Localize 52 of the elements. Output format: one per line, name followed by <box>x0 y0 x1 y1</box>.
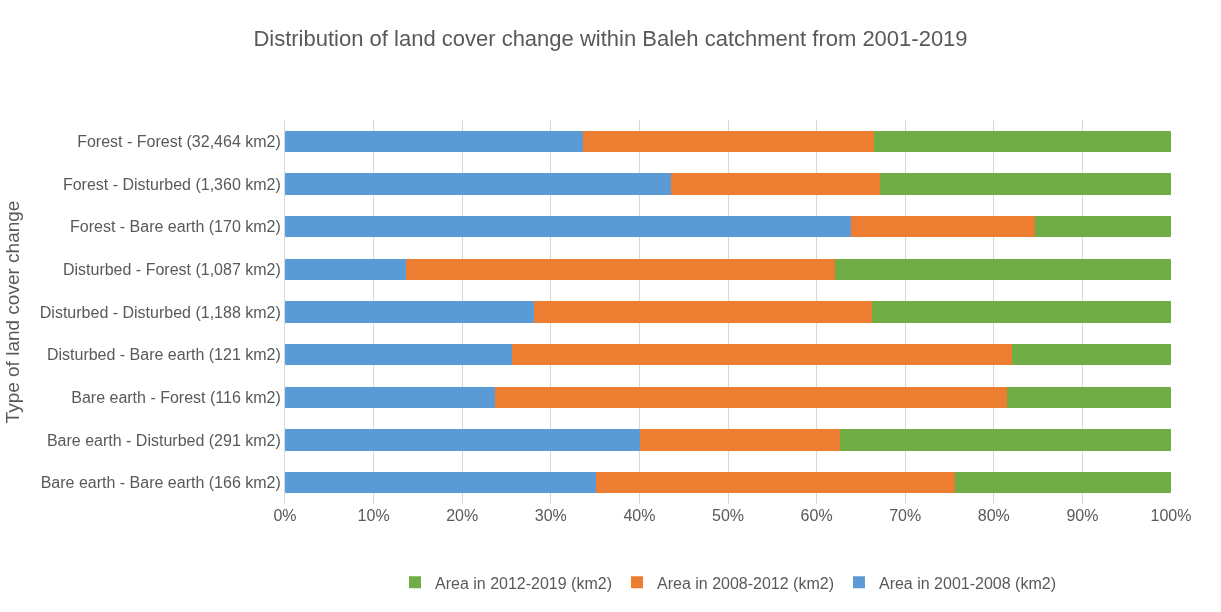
x-tick-label: 70% <box>889 507 922 524</box>
bar <box>285 429 641 451</box>
bar <box>285 301 534 323</box>
bar <box>511 344 1013 366</box>
bar <box>874 130 1171 152</box>
bar <box>285 216 852 238</box>
bar <box>285 258 406 280</box>
x-tick-label: 40% <box>623 507 656 524</box>
bar <box>494 386 1008 408</box>
chart-title: Distribution of land cover change within Baleh catchment from 2001-2019 <box>253 26 968 51</box>
x-tick-label: 50% <box>711 507 745 524</box>
bar <box>879 173 1171 195</box>
bar <box>871 301 1171 323</box>
bar <box>285 386 495 408</box>
legend-label: Area in 2012-2019 (km2) <box>435 574 612 592</box>
bar <box>285 173 672 195</box>
y-tick-label: Bare earth - Bare earth (166 km2) <box>40 474 281 492</box>
y-axis-title: Type of land cover change <box>1 200 23 424</box>
x-tick-label: 80% <box>977 507 1010 524</box>
bar <box>285 472 596 494</box>
legend-label: Area in 2008-2012 (km2) <box>656 574 834 592</box>
bar <box>1035 216 1171 238</box>
bar <box>533 301 872 323</box>
bar <box>671 173 880 195</box>
y-tick-label: Disturbed - Forest (1,087 km2) <box>62 260 281 278</box>
x-tick-label: 10% <box>357 507 390 524</box>
y-tick-label: Bare earth - Disturbed (291 km2) <box>46 431 281 449</box>
bar <box>595 472 955 494</box>
y-tick-label: Disturbed - Disturbed (1,188 km2) <box>39 303 281 321</box>
bar <box>1007 386 1171 408</box>
y-tick-label: Forest - Forest (32,464 km2) <box>77 132 281 150</box>
legend-label: Area in 2001-2008 (km2) <box>878 574 1056 592</box>
x-tick-label: 20% <box>446 507 479 524</box>
y-tick-label: Forest - Bare earth (170 km2) <box>70 218 281 236</box>
y-tick-label: Disturbed - Bare earth (121 km2) <box>46 346 281 364</box>
y-tick-label: Forest - Disturbed (1,360 km2) <box>62 175 281 193</box>
x-tick-label: 0% <box>273 507 297 524</box>
bar <box>285 130 583 152</box>
x-tick-label: 60% <box>800 507 833 524</box>
bar <box>839 429 1171 451</box>
bar <box>1012 344 1171 366</box>
bar <box>582 130 875 152</box>
x-tick-label: 30% <box>534 507 567 524</box>
x-tick-label: 100% <box>1150 507 1192 524</box>
bar <box>835 258 1171 280</box>
x-tick-label: 90% <box>1066 507 1099 524</box>
bar <box>640 429 840 451</box>
bar <box>285 344 512 366</box>
bar <box>851 216 1036 238</box>
bar <box>954 472 1171 494</box>
bar <box>405 258 836 280</box>
y-tick-label: Bare earth - Forest (116 km2) <box>71 388 281 406</box>
